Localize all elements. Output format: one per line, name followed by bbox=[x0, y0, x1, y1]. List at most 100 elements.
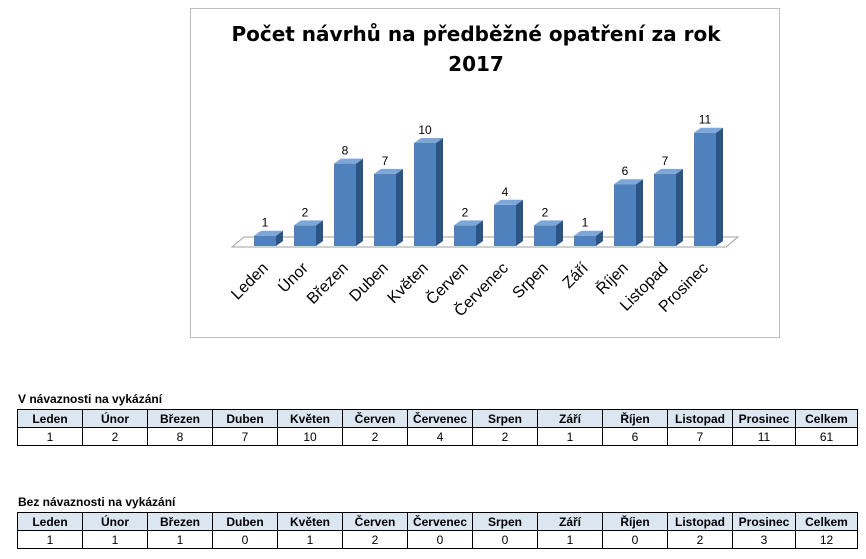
header-cell: Leden bbox=[17, 512, 83, 531]
header-cell: Únor bbox=[82, 512, 148, 531]
header-cell: Říjen bbox=[602, 409, 668, 428]
value-cell: 61 bbox=[795, 427, 858, 446]
data-label-8: 2 bbox=[542, 205, 549, 219]
bar-side bbox=[716, 127, 723, 246]
chart-title-line-2: 2017 bbox=[448, 52, 504, 76]
bar-top bbox=[534, 220, 563, 226]
value-cell: 1 bbox=[537, 530, 603, 549]
bar-5 bbox=[414, 138, 443, 246]
value-cell: 0 bbox=[212, 530, 278, 549]
value-cell: 1 bbox=[17, 427, 83, 446]
bar-side bbox=[596, 230, 603, 246]
bar-6 bbox=[454, 220, 483, 246]
header-cell: Prosinec bbox=[732, 409, 796, 428]
table-2-value-row: 1 1 1 0 1 2 0 0 1 0 2 3 12 bbox=[17, 530, 858, 549]
header-cell: Říjen bbox=[602, 512, 668, 531]
value-cell: 2 bbox=[472, 427, 538, 446]
bar-front bbox=[334, 163, 356, 246]
bar-side bbox=[676, 168, 683, 246]
value-cell: 0 bbox=[472, 530, 538, 549]
data-label-1: 1 bbox=[262, 216, 269, 230]
data-label-7: 4 bbox=[502, 185, 509, 199]
bar-front bbox=[614, 184, 636, 246]
header-cell: Duben bbox=[212, 409, 278, 428]
bar-side bbox=[556, 220, 563, 246]
bar-top bbox=[254, 230, 283, 236]
header-cell: Celkem bbox=[795, 512, 858, 531]
bar-top bbox=[574, 230, 603, 236]
bar-front bbox=[574, 235, 596, 246]
value-cell: 1 bbox=[277, 530, 343, 549]
header-cell: Duben bbox=[212, 512, 278, 531]
bar-chart: Počet návrhů na předběžné opatření za ro… bbox=[228, 22, 740, 320]
bar-front bbox=[534, 225, 556, 246]
data-label-4: 7 bbox=[382, 154, 389, 168]
data-label-6: 2 bbox=[462, 205, 469, 219]
category-label-9: Září bbox=[560, 259, 593, 292]
data-label-5: 10 bbox=[418, 123, 432, 137]
value-cell: 1 bbox=[17, 530, 83, 549]
value-cell: 7 bbox=[212, 427, 278, 446]
bar-10 bbox=[614, 179, 643, 246]
value-cell: 1 bbox=[147, 530, 213, 549]
value-cell: 2 bbox=[82, 427, 148, 446]
header-cell: Prosinec bbox=[732, 512, 796, 531]
value-cell: 1 bbox=[82, 530, 148, 549]
bar-1 bbox=[254, 230, 283, 246]
table-2-header-row: Leden Únor Březen Duben Květen Červen Červenec… bbox=[17, 512, 858, 531]
bar-top bbox=[374, 168, 403, 174]
header-cell: Červenec bbox=[407, 512, 473, 531]
category-label-4: Duben bbox=[346, 260, 391, 305]
bar-front bbox=[494, 204, 516, 246]
header-cell: Září bbox=[537, 512, 603, 531]
value-cell: 2 bbox=[342, 427, 408, 446]
table-1-value-row: 1 2 8 7 10 2 4 2 1 6 7 11 61 bbox=[17, 427, 858, 446]
value-cell: 1 bbox=[537, 427, 603, 446]
data-label-2: 2 bbox=[302, 205, 309, 219]
header-cell: Květen bbox=[277, 409, 343, 428]
bar-side bbox=[276, 230, 283, 246]
table-1: Leden Únor Březen Duben Květen Červen Červenec… bbox=[17, 409, 858, 446]
value-cell: 11 bbox=[732, 427, 796, 446]
bar-top bbox=[414, 138, 443, 143]
header-cell: Srpen bbox=[472, 409, 538, 428]
bar-2 bbox=[294, 220, 323, 246]
header-cell: Leden bbox=[17, 409, 83, 428]
value-cell: 12 bbox=[795, 530, 858, 549]
bar-front bbox=[294, 225, 316, 246]
value-cell: 6 bbox=[602, 427, 668, 446]
bar-9 bbox=[574, 230, 603, 246]
bar-side bbox=[316, 220, 323, 246]
table-1-title: V návaznosti na vykázání bbox=[18, 392, 163, 406]
header-cell: Listopad bbox=[667, 409, 733, 428]
bar-top bbox=[294, 220, 323, 226]
chart-title-line-1: Počet návrhů na předběžné opatření za ro… bbox=[231, 22, 721, 46]
bar-top bbox=[454, 220, 483, 226]
table-2: Leden Únor Březen Duben Květen Červen Červenec… bbox=[17, 512, 858, 549]
bar-4 bbox=[374, 168, 403, 246]
chart-frame: Počet návrhů na předběžné opatření za ro… bbox=[190, 8, 780, 338]
bar-side bbox=[356, 158, 363, 246]
value-cell: 4 bbox=[407, 427, 473, 446]
header-cell: Květen bbox=[277, 512, 343, 531]
value-cell: 2 bbox=[667, 530, 733, 549]
bars bbox=[254, 127, 723, 246]
bar-top bbox=[334, 158, 363, 164]
bar-3 bbox=[334, 158, 363, 246]
bar-front bbox=[414, 143, 436, 246]
bar-side bbox=[396, 168, 403, 246]
category-label-5: Květen bbox=[385, 260, 432, 307]
header-cell: Březen bbox=[147, 409, 213, 428]
bar-front bbox=[454, 225, 476, 246]
header-cell: Září bbox=[537, 409, 603, 428]
value-cell: 7 bbox=[667, 427, 733, 446]
table-2-title: Bez návaznosti na vykázání bbox=[18, 495, 176, 509]
data-labels: 1 2 8 7 10 2 4 2 1 6 7 11 bbox=[262, 113, 712, 230]
header-cell: Srpen bbox=[472, 512, 538, 531]
value-cell: 0 bbox=[602, 530, 668, 549]
data-label-12: 11 bbox=[699, 113, 712, 127]
table-1-header-row: Leden Únor Březen Duben Květen Červen Červenec… bbox=[17, 409, 858, 428]
bar-front bbox=[374, 173, 396, 246]
bar-front bbox=[694, 132, 716, 246]
header-cell: Červen bbox=[342, 409, 408, 428]
